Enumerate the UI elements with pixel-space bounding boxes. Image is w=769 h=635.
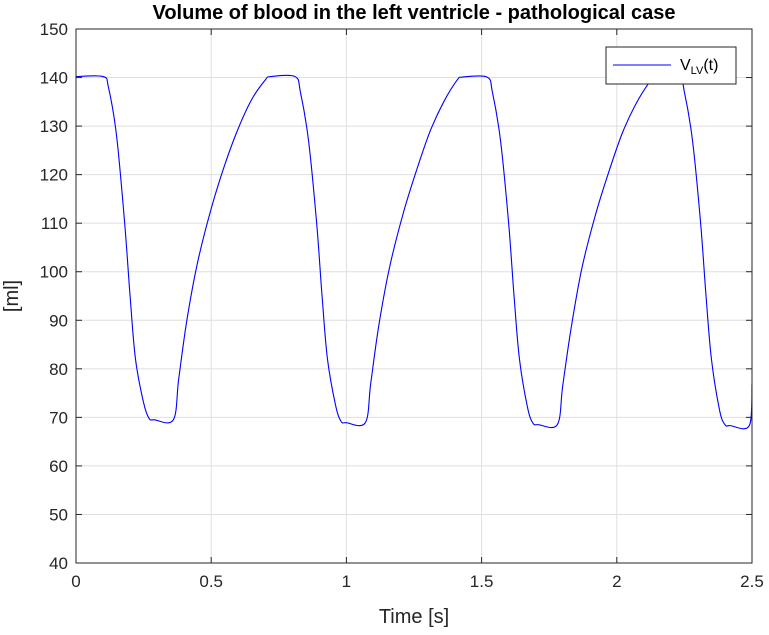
x-axis-label: Time [s]: [379, 606, 449, 628]
grid-lines: [75, 28, 753, 564]
x-tick-label: 2: [612, 572, 621, 591]
x-tick-label: 1.5: [470, 572, 494, 591]
legend-entry-vlv: VLV(t): [680, 57, 718, 77]
y-tick-label: 40: [49, 554, 68, 573]
y-tick-label: 120: [40, 166, 68, 185]
y-tick-label: 90: [49, 311, 68, 330]
x-tick-label: 1: [342, 572, 351, 591]
y-tick-label: 130: [40, 117, 68, 136]
y-tick-label: 50: [49, 505, 68, 524]
x-tick-label: 0.5: [199, 572, 223, 591]
x-tick-label: 0: [71, 572, 80, 591]
x-tick-label: 2.5: [740, 572, 764, 591]
y-tick-label: 150: [40, 20, 68, 39]
y-tick-label: 140: [40, 69, 68, 88]
plot-background: [76, 29, 752, 563]
legend: VLV(t): [605, 46, 737, 85]
plot-frame: [75, 28, 753, 564]
y-tick-label: 110: [41, 214, 68, 233]
y-tick-label: 80: [49, 360, 68, 379]
y-tick-label: 70: [49, 408, 68, 427]
y-tick-label: 100: [40, 263, 68, 282]
legend-suffix-text: (t): [703, 57, 718, 74]
chart-title: Volume of blood in the left ventricle - …: [152, 2, 675, 24]
legend-subscript-text: LV: [691, 65, 704, 77]
legend-base-text: V: [680, 57, 691, 74]
ticks: 0 0.5 1 1.5 2 2.5 40 50 60 70 80 90 100 110 120 130 140 1…: [40, 20, 764, 591]
y-axis-label: [ml]: [1, 280, 23, 312]
y-tick-label: 60: [49, 457, 68, 476]
